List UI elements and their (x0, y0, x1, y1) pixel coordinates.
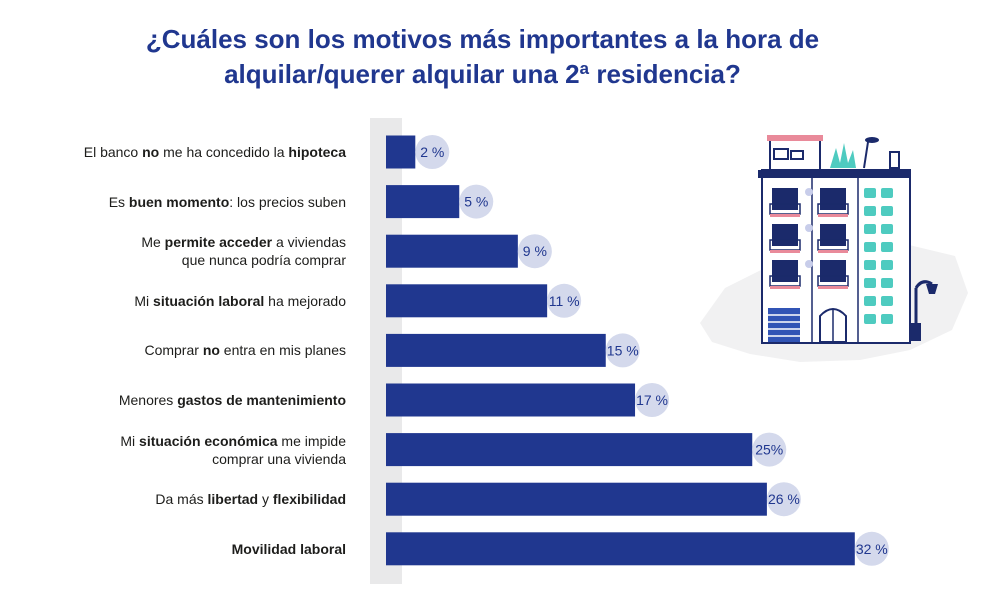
category-label: Mi situación económica me impide comprar … (40, 432, 346, 468)
value-bubble (854, 531, 889, 566)
category-label-part: Comprar (144, 342, 203, 359)
value-label: 17 % (636, 392, 668, 408)
bar (386, 234, 518, 268)
bar (386, 433, 753, 467)
category-label: Menores gastos de mantenimiento (40, 391, 346, 409)
category-label-bold-part: buen momento (128, 193, 230, 210)
category-label-bold-part: hipoteca (288, 144, 346, 160)
category-label-bold-part: no (142, 144, 160, 160)
value-bubble (605, 333, 640, 368)
bar (386, 333, 606, 367)
category-label: Me permite acceder a viviendas que nunca … (40, 233, 346, 269)
category-label-bold-part: gastos de mantenimiento (177, 392, 346, 408)
value-bubble (766, 482, 801, 517)
category-label-part: Menores (118, 392, 178, 408)
category-label: Movilidad laboral (40, 540, 346, 558)
category-label: Es buen momento: los precios suben (40, 193, 346, 211)
category-label-part: : los precios suben (229, 193, 346, 210)
category-label-part: Es (108, 193, 129, 210)
category-label-part: comprar una vivienda (212, 450, 346, 467)
category-label-part: ha mejorado (264, 292, 346, 309)
category-label: Comprar no entra en mis planes (40, 341, 346, 359)
category-label: Mi situación laboral ha mejorado (40, 292, 346, 310)
bar (386, 185, 460, 219)
chart-title-line-2: alquilar/querer alquilar una 2ª residenc… (224, 59, 741, 89)
category-label-bold-part: libertad (207, 491, 259, 508)
value-bubble (517, 234, 552, 269)
bar (386, 482, 767, 516)
category-label-bold-part: situación económica (139, 432, 278, 449)
chart-title-line-1: ¿Cuáles son los motivos más importantes … (145, 24, 820, 54)
category-labels: El banco no me ha concedido la hipoteca E… (40, 0, 346, 602)
category-label-bold-part: situación laboral (153, 292, 265, 309)
value-label: 32 % (856, 541, 888, 557)
value-label: 2 % (420, 144, 444, 160)
value-label: 15 % (607, 342, 639, 358)
value-bubble (547, 283, 582, 318)
category-label-part: me impide (277, 432, 346, 449)
value-bubble (752, 432, 787, 467)
category-label-part: que nunca podría comprar (181, 252, 346, 269)
category-label-part: Mi (134, 292, 154, 309)
value-label: 9 % (523, 243, 547, 259)
category-label: Da más libertad y flexibilidad (40, 490, 346, 508)
category-label-part: Mi (120, 432, 140, 449)
category-label-part: Da más (155, 491, 208, 508)
value-bubble (635, 383, 670, 417)
category-label-bold-part: permite acceder (164, 234, 273, 251)
bar (386, 532, 855, 566)
value-label: 26 % (768, 491, 800, 507)
value-label: 25% (755, 442, 783, 458)
value-label: 5 % (464, 194, 488, 210)
category-label-part: a viviendas (272, 234, 346, 251)
category-label-bold-part: flexibilidad (272, 491, 346, 508)
category-label-part: y (258, 491, 273, 508)
category-label-part: El banco (83, 144, 143, 160)
value-bubble (415, 135, 450, 169)
value-label: 11 % (549, 293, 580, 309)
value-bubble (459, 184, 494, 219)
category-label-part: me ha concedido la (159, 144, 289, 160)
category-label-part: Me (141, 234, 165, 251)
bar (386, 383, 636, 417)
chart-title: ¿Cuáles son los motivos más importantes … (0, 22, 965, 92)
category-label-bold-part: Movilidad laboral (231, 540, 346, 557)
bar (386, 135, 416, 169)
category-label-part: entra en mis planes (219, 342, 346, 359)
category-label: El banco no me ha concedido la hipoteca (40, 143, 346, 161)
bar (386, 284, 548, 318)
apartment-building-illustration (700, 135, 968, 362)
category-label-bold-part: no (202, 342, 220, 359)
